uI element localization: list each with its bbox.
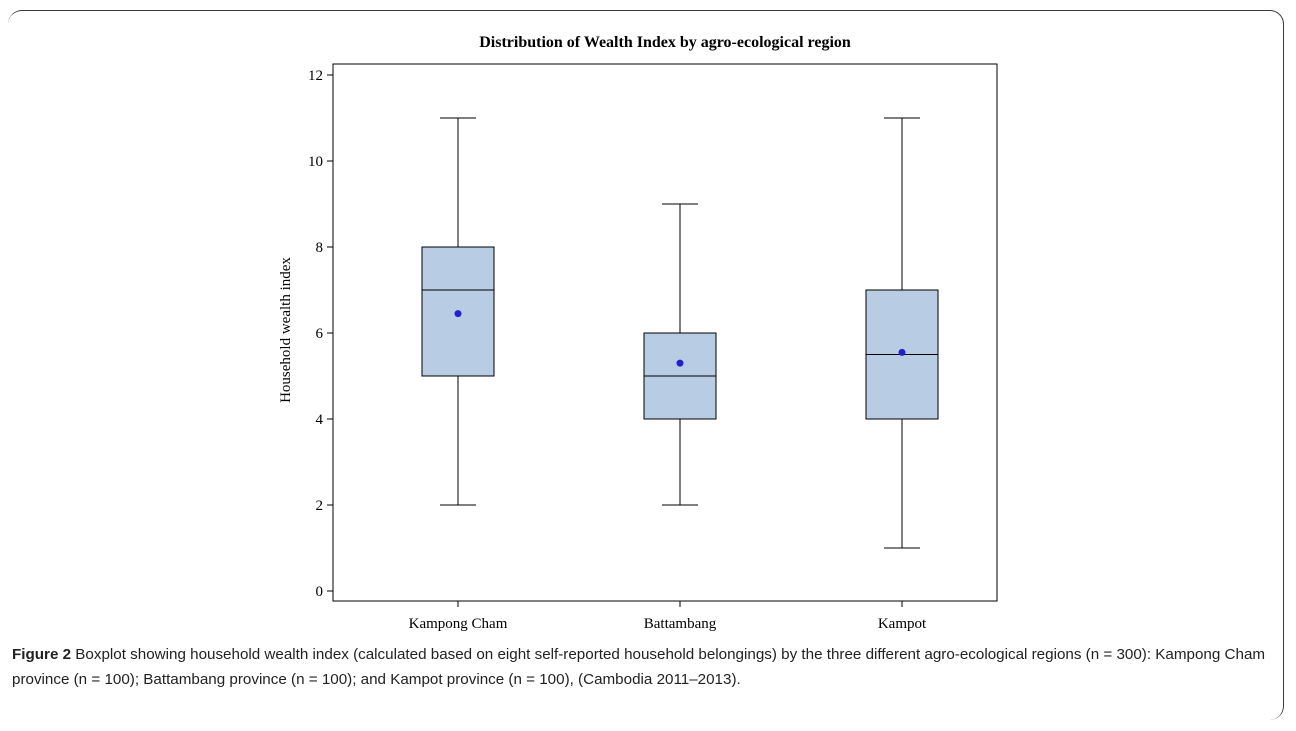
y-tick-label: 8 — [316, 240, 324, 256]
caption-text: Boxplot showing household wealth index (… — [12, 646, 1266, 688]
chart-title: Distribution of Wealth Index by agro-eco… — [479, 34, 851, 51]
x-axis: Kampong Cham Battambang Kampot — [409, 601, 927, 632]
x-tick-label: Battambang — [644, 616, 717, 632]
y-tick-label: 10 — [308, 154, 323, 170]
y-axis-label: Household wealth index — [278, 257, 294, 403]
figure-frame — [8, 10, 1284, 720]
y-tick-label: 4 — [316, 412, 324, 428]
boxes-layer — [421, 117, 939, 549]
y-tick-label: 12 — [308, 68, 323, 84]
figure-label: Figure 2 — [12, 646, 72, 663]
x-tick-label: Kampong Cham — [409, 616, 508, 632]
box-group — [865, 117, 939, 549]
figure-caption: Figure 2 Boxplot showing household wealt… — [12, 642, 1280, 692]
mean-marker — [454, 310, 462, 318]
y-tick-label: 2 — [316, 498, 324, 514]
mean-marker — [676, 359, 684, 367]
boxplot-chart: Distribution of Wealth Index by agro-eco… — [278, 34, 998, 632]
box-group — [643, 203, 717, 506]
y-tick-label: 6 — [316, 326, 324, 342]
y-tick-label: 0 — [316, 584, 324, 600]
mean-marker — [898, 348, 906, 356]
x-tick-label: Kampot — [878, 616, 927, 632]
box-group — [421, 117, 495, 506]
y-axis: 0 2 4 6 8 10 12 — [308, 68, 333, 600]
